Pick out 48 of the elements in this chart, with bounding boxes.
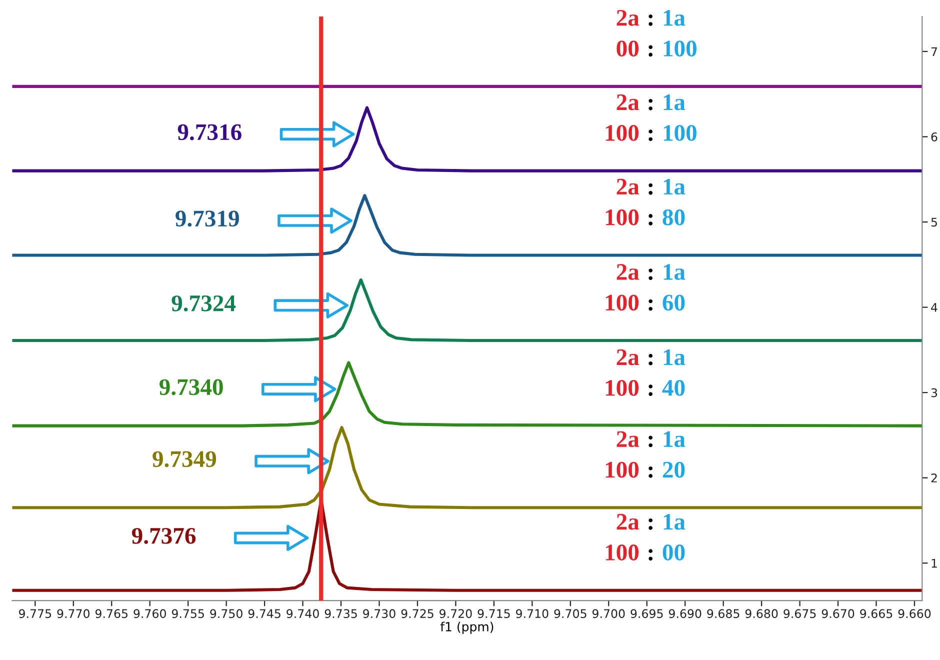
x-tick-label: 9.705	[554, 609, 586, 618]
y-tick-label: 7	[931, 47, 937, 56]
text: 2a : 1a 00 : 100	[616, 10, 696, 57]
x-tick-label: 9.690	[668, 609, 702, 618]
annotation: 9.7376	[132, 528, 196, 544]
line-series	[12, 278, 922, 342]
x-tick-label: 9.770	[57, 609, 90, 618]
x-tick-label: 9.660	[898, 609, 931, 618]
annotation: 9.7324	[172, 295, 236, 312]
x-tick-label: 9.745	[248, 609, 280, 618]
x-tick-label: 9.675	[784, 609, 816, 618]
x-tick-label: 9.710	[516, 609, 548, 618]
x-tick-label: 9.755	[172, 609, 204, 618]
x-tick-label: 9.750	[210, 609, 242, 618]
x-tick-label: 9.720	[440, 609, 472, 618]
text: 2a : 1a 100 : 80	[606, 178, 686, 226]
text: 2a : 1a 100 : 100	[606, 94, 696, 142]
x-tick-label: 9.775	[19, 609, 52, 618]
x-tick-label: 9.665	[860, 609, 892, 618]
x-tick-label: 9.760	[134, 609, 166, 618]
x-tick-label: 9.740	[286, 609, 319, 618]
y-tick-label: 3	[931, 388, 938, 398]
y-tick-label: 4	[931, 303, 938, 312]
annotation: 9.7319	[176, 210, 239, 227]
text: 2a : 1a 100 : 60	[606, 264, 686, 311]
line-series	[12, 194, 922, 257]
line-series	[12, 426, 922, 510]
text: 2a : 1a 100 : 00	[606, 514, 686, 561]
x-tick-label: 9.735	[324, 609, 357, 618]
y-tick-label: 5	[931, 218, 937, 227]
y-tick-label: 6	[931, 132, 938, 142]
x-tick-label: 9.715	[478, 609, 510, 618]
x-tick-label: 9.700	[592, 609, 625, 618]
x-tick-label: 9.765	[95, 609, 128, 618]
annotation: 9.7349	[152, 451, 216, 468]
annotation: 9.7316	[178, 124, 242, 140]
annotation: 9.7340	[160, 379, 223, 396]
text: 2a : 1a 100 : 40	[606, 349, 686, 396]
y-tick-label: 2	[931, 474, 937, 482]
x-tick-label: 9.685	[707, 609, 740, 618]
x-tick-label: 9.695	[630, 609, 663, 618]
x-tick-label: 9.725	[401, 609, 434, 618]
x-tick-label: 9.670	[822, 609, 854, 618]
x-tick-label: 9.730	[363, 609, 396, 618]
text: 2a : 1a 100 : 20	[606, 431, 686, 478]
x-tick-label: 9.680	[745, 609, 778, 618]
x-axis-title: f1 (ppm)	[440, 622, 494, 634]
y-tick-label: 1	[932, 558, 937, 568]
